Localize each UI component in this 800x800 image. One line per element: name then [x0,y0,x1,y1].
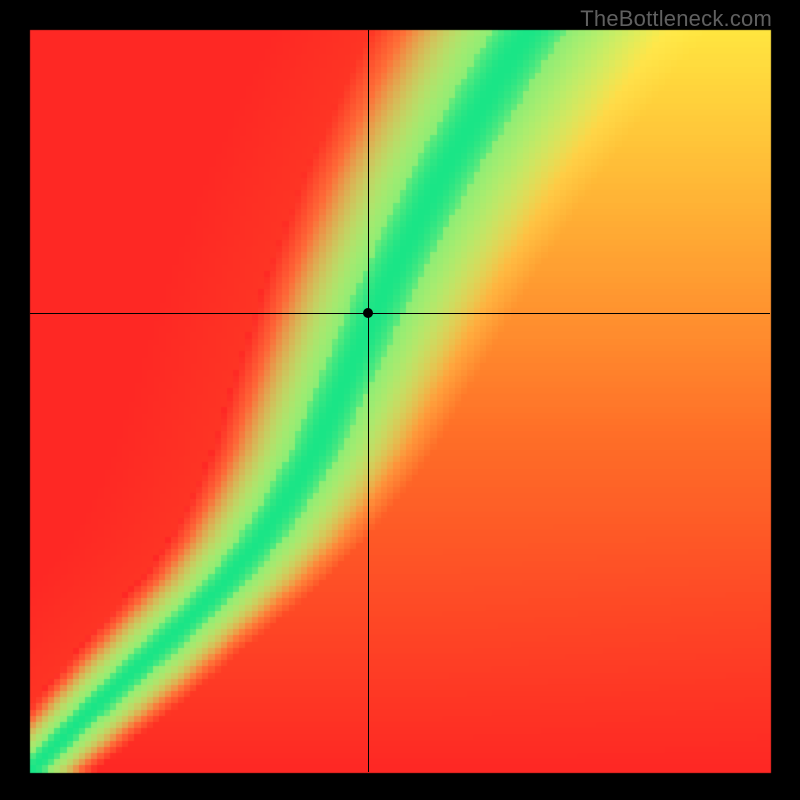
chart-container: TheBottleneck.com [0,0,800,800]
crosshair-horizontal [30,313,770,314]
crosshair-vertical [368,30,369,772]
watermark-text: TheBottleneck.com [580,6,772,32]
heatmap-canvas [0,0,800,800]
